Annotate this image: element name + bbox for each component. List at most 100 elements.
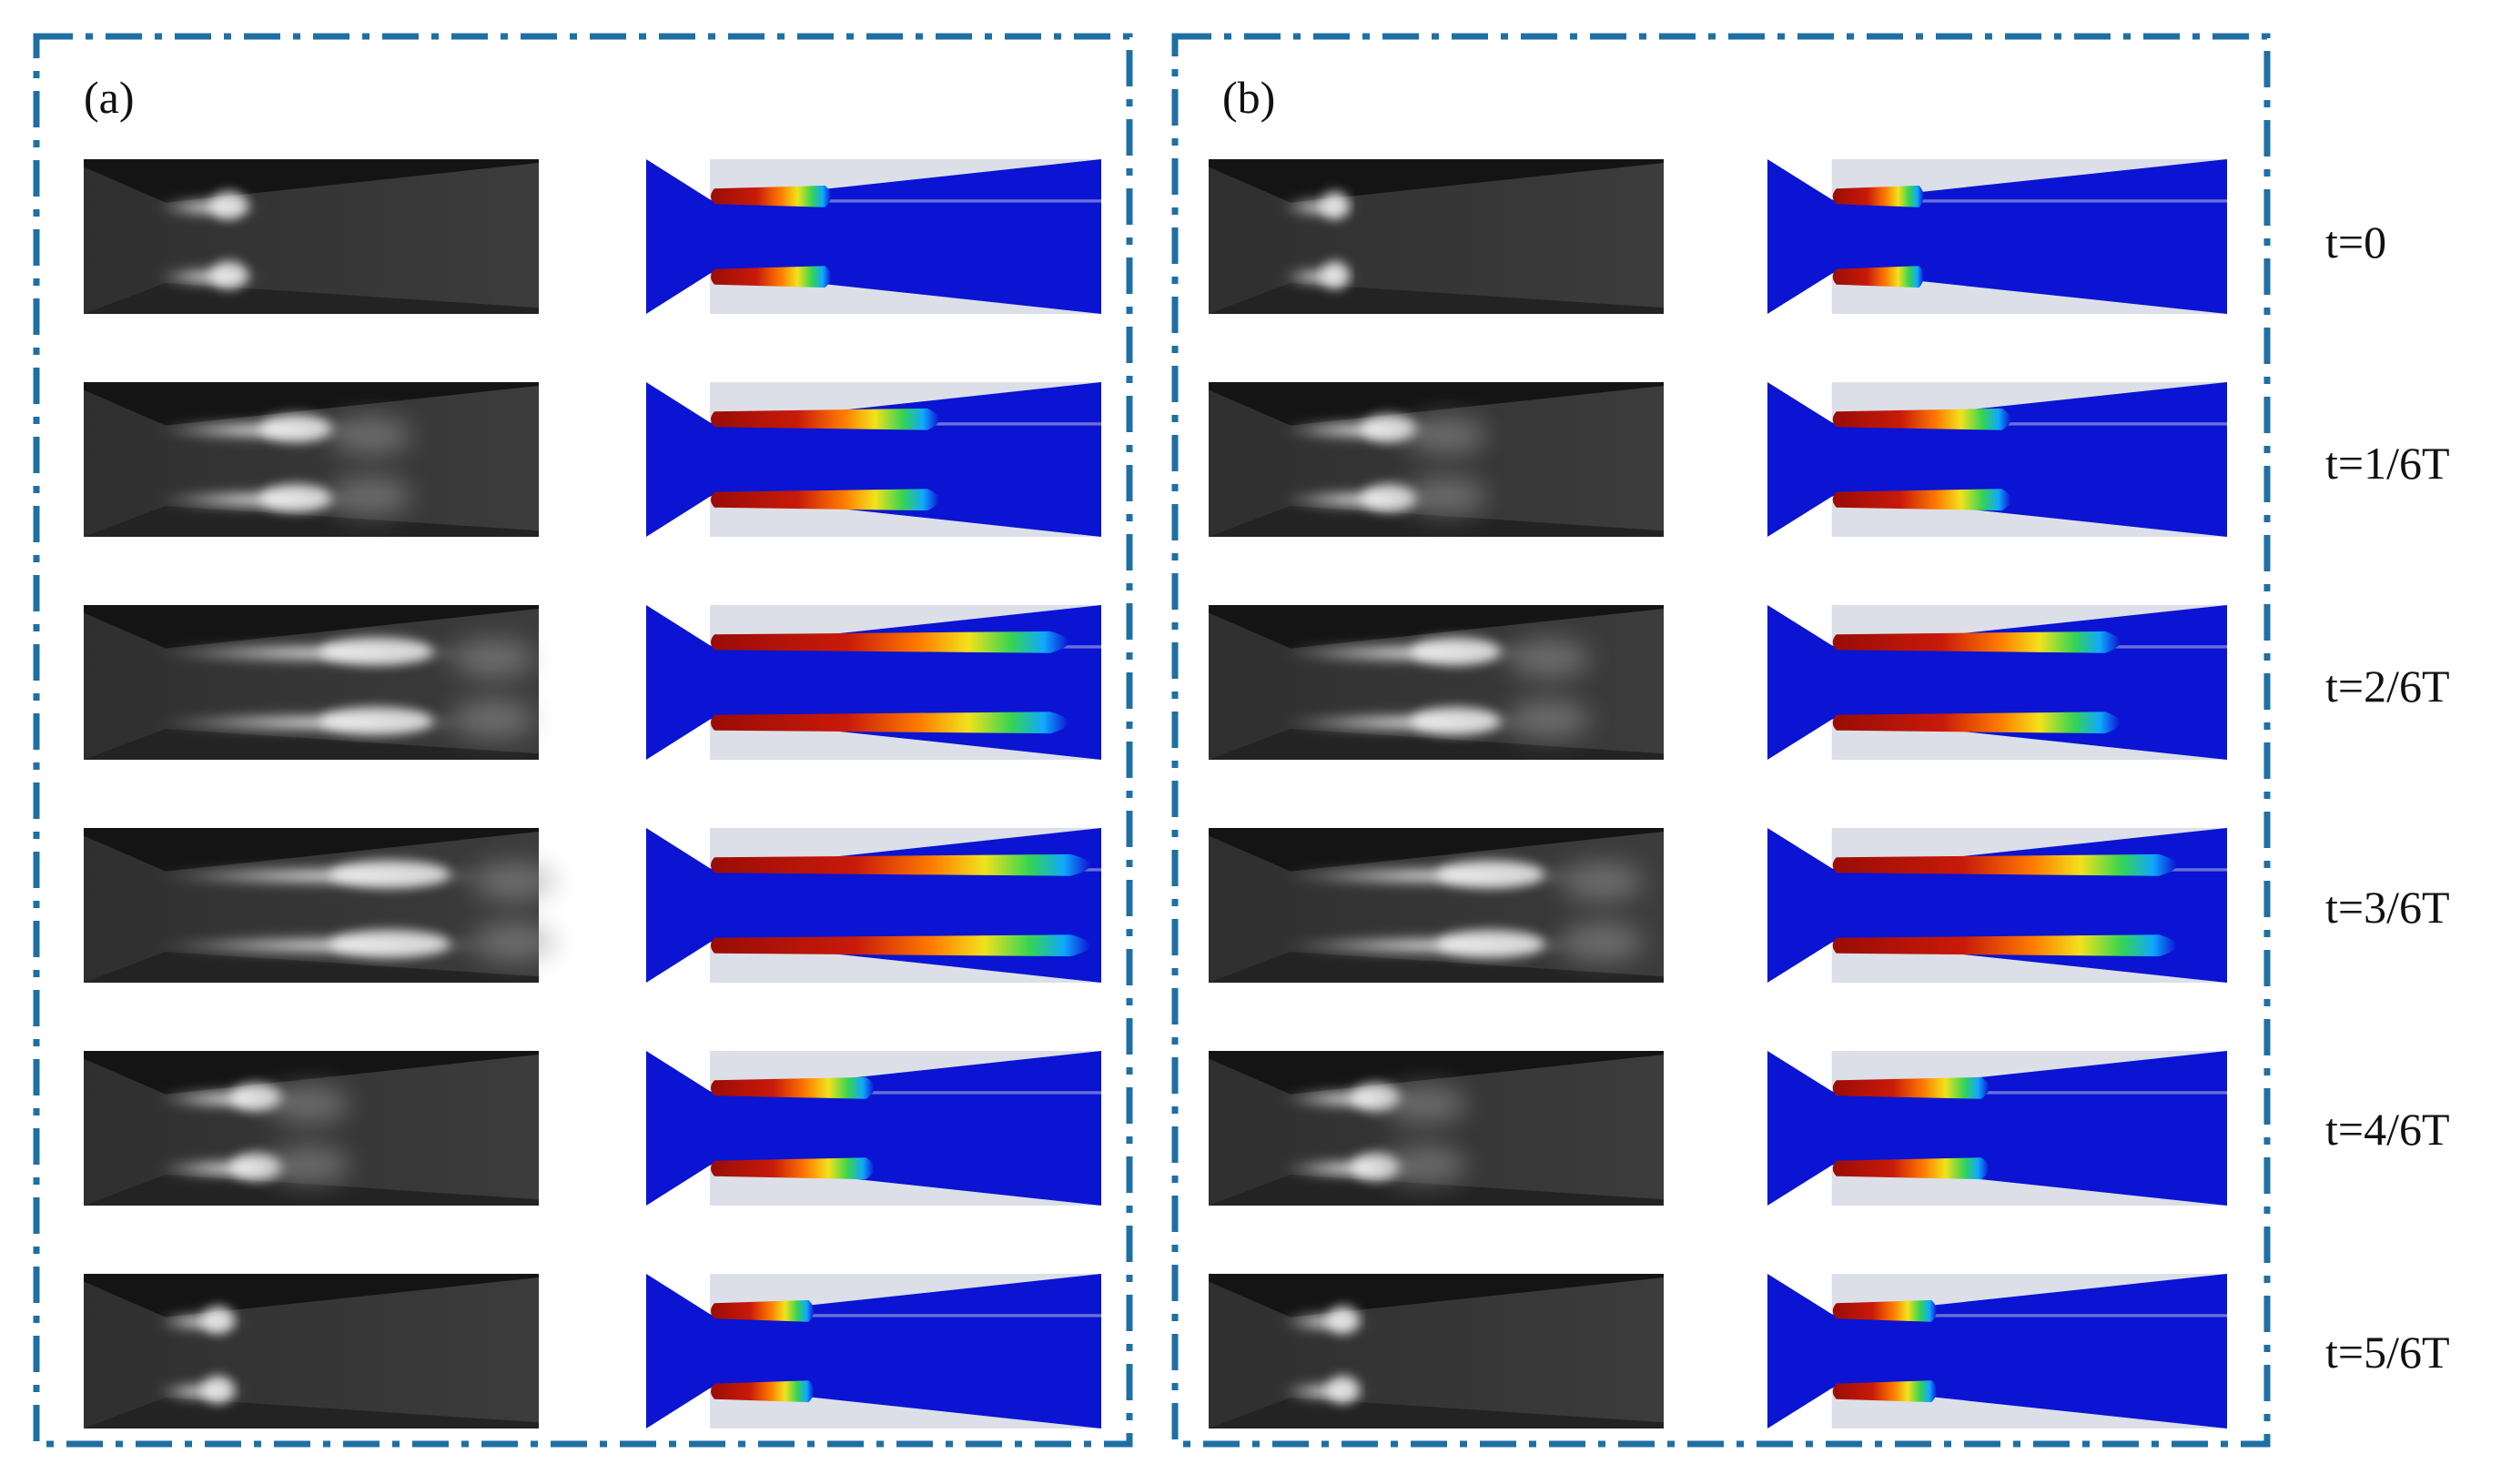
panel-a-row-1-simulation [646,382,1101,537]
panel-a-row-2-simulation [646,605,1101,760]
photo-cloud-shedding [1507,640,1590,678]
sim-cavity [711,185,832,207]
panel-a-row-4-experiment-photo [84,1051,539,1206]
panel-b-row-0-experiment-photo [1209,159,1664,314]
panel-a-row-5-simulation [646,1274,1101,1428]
panel-a-row-2-experiment-photo [84,605,539,760]
photo-cloud-shedding [267,1146,349,1184]
photo-cavity-core [1361,414,1417,443]
photo-upper-wall [84,828,539,872]
sim-wall-line [714,1091,1101,1095]
photo-cloud-shedding [452,700,535,738]
photo-upper-wall [1209,1274,1664,1317]
sim-cavity [711,1157,875,1180]
panel-a-row-5-experiment-photo [84,1274,539,1428]
panel-b-row-4-simulation [1767,1051,2227,1206]
panel-a-row-0-simulation [646,159,1101,314]
sim-cavity [711,266,832,288]
panel-b-row-2-simulation [1767,605,2227,760]
photo-cloud-shedding [1560,923,1643,961]
photo-lower-wall [84,1398,539,1428]
sim-wall-line [1836,199,2227,203]
sim-cavity [1832,853,2177,876]
photo-upper-wall [1209,828,1664,872]
photo-cloud-shedding [329,417,411,455]
photo-cavity-core [202,1375,235,1404]
photo-upper-wall [84,1051,539,1095]
photo-cloud-shedding [1383,1085,1466,1124]
photo-cavity-core [259,414,332,443]
panel-a-label: (a) [84,72,135,123]
photo-cloud-shedding [1507,700,1590,738]
photo-lower-wall [1209,1398,1664,1428]
photo-lower-wall [84,1175,539,1206]
photo-cavity-core [1327,1375,1360,1404]
photo-cloud-shedding [472,923,555,961]
photo-lower-wall [84,506,539,537]
panel-a-row-3-experiment-photo [84,828,555,983]
panel-a-row-3-simulation [646,828,1101,983]
panel-b-row-4-experiment-photo [1209,1051,1664,1206]
panel-b-row-3-experiment-photo [1209,828,1664,983]
photo-cavity-core [329,929,451,958]
photo-upper-wall [84,605,539,649]
sim-cavity [1832,631,2121,653]
panel-a-row-0-experiment-photo [84,159,539,314]
photo-cavity-core [202,1306,235,1334]
sim-cavity [711,408,939,430]
sim-wall-line [714,1314,1101,1317]
time-label-t2: t=2/6T [2325,661,2450,712]
sim-cavity [1832,489,2011,511]
photo-cavity-core [329,860,451,888]
photo-upper-wall [84,382,539,426]
photo-cavity-core [319,706,433,735]
panel-a-row-1-experiment-photo [84,382,539,537]
photo-lower-wall [1209,283,1664,314]
image-rows [84,159,2227,1428]
photo-cavity-core [1321,260,1350,289]
sim-cavity [1832,408,2011,430]
sim-cavity [711,934,1091,957]
photo-cavity-core [1436,860,1544,888]
photo-cavity-core [319,637,433,665]
sim-cavity [1832,1380,1938,1403]
sim-wall-line [1836,1314,2227,1317]
sim-wall-line [1836,1091,2227,1095]
sim-cavity [711,1299,815,1322]
photo-lower-wall [1209,729,1664,760]
photo-lower-wall [84,952,539,983]
sim-cavity [1832,1299,1938,1322]
sim-cavity [1832,712,2121,734]
photo-upper-wall [1209,605,1664,649]
photo-cloud-shedding [1404,477,1487,515]
time-label-t3: t=3/6T [2325,882,2450,933]
photo-upper-wall [1209,382,1664,426]
photo-cavity-core [229,1152,282,1181]
photo-cavity-core [1327,1306,1360,1334]
panel-b-row-0-simulation [1767,159,2227,314]
photo-upper-wall [1209,1051,1664,1095]
photo-cavity-core [209,260,248,289]
panel-b-row-5-experiment-photo [1209,1274,1664,1428]
photo-upper-wall [84,1274,539,1317]
photo-lower-wall [1209,506,1664,537]
photo-lower-wall [1209,1175,1664,1206]
sim-cavity [711,712,1069,734]
time-label-t0: t=0 [2325,217,2387,268]
panel-borders [33,33,2271,1448]
panel-b-row-2-experiment-photo [1209,605,1664,760]
sim-wall-line [714,199,1101,203]
time-label-t1: t=1/6T [2325,438,2450,489]
photo-cloud-shedding [1404,417,1487,455]
sim-cavity [711,853,1091,876]
photo-cloud-shedding [452,640,535,678]
photo-cavity-core [209,191,248,219]
photo-cavity-core [1411,637,1501,665]
panel-b-row-3-simulation [1767,828,2227,983]
photo-cavity-core [1321,191,1350,219]
photo-lower-wall [84,729,539,760]
sim-cavity [1832,1157,1990,1180]
photo-cavity-core [1411,706,1501,735]
